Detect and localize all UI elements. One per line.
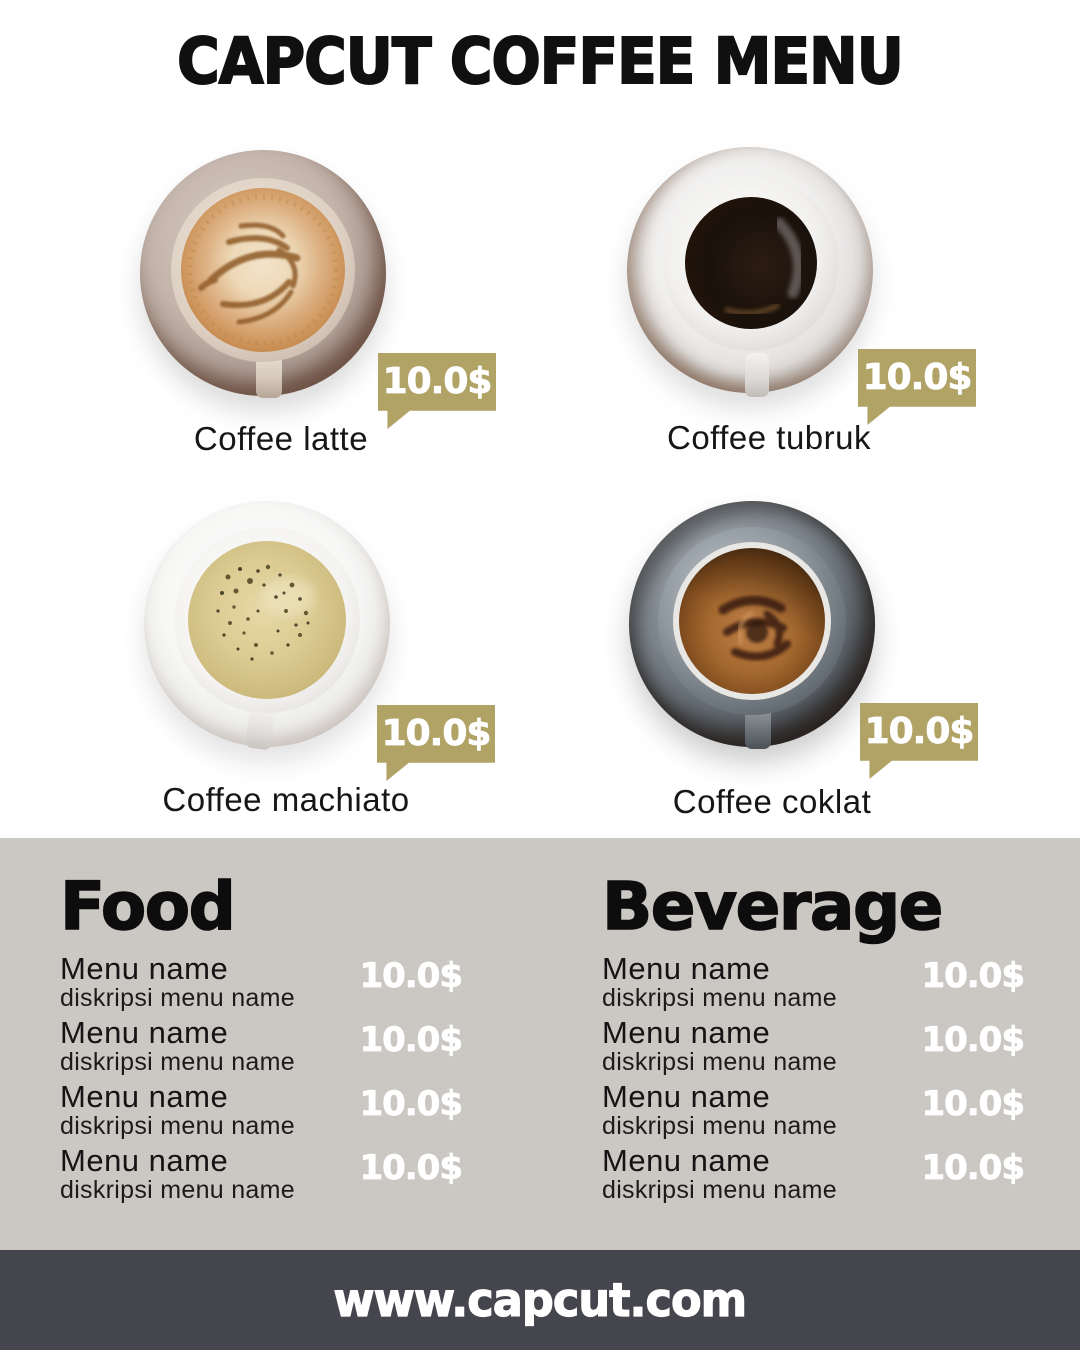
menu-item-name: Menu name — [602, 951, 771, 986]
menu-item-name: Menu name — [602, 1079, 771, 1114]
menu-item-name: Menu name — [60, 951, 229, 986]
menu-item-text: Menu name diskripsi menu name — [60, 952, 295, 1012]
menu-item-price: 10.0$ — [921, 1084, 1025, 1124]
menu-item-description: diskripsi menu name — [602, 1112, 837, 1140]
price-tag: 10.0$ — [377, 705, 495, 781]
product-photo-coffee-tubruk — [627, 147, 873, 397]
latte-art-fern — [187, 194, 339, 346]
price-tag-label: 10.0$ — [382, 361, 493, 403]
menu-item-text: Menu name diskripsi menu name — [602, 1144, 837, 1204]
menu-item-description: diskripsi menu name — [60, 1112, 295, 1140]
menu-item-row: Menu name diskripsi menu name 10.0$ — [602, 952, 1025, 1012]
price-tag-label: 10.0$ — [381, 713, 492, 755]
price-tag: 10.0$ — [378, 353, 496, 429]
product-name: Coffee latte — [193, 420, 369, 457]
menu-item-row: Menu name diskripsi menu name 10.0$ — [602, 1080, 1025, 1140]
price-tag: 10.0$ — [860, 703, 978, 779]
menu-item-text: Menu name diskripsi menu name — [602, 1016, 837, 1076]
beverage-column: Beverage Menu name diskripsi menu name 1… — [601, 868, 1025, 1208]
product-name: Coffee machiato — [162, 781, 410, 818]
menu-item-description: diskripsi menu name — [60, 1176, 295, 1204]
menu-item-price: 10.0$ — [359, 956, 463, 996]
menu-item-price: 10.0$ — [359, 1148, 463, 1188]
menu-item-row: Menu name diskripsi menu name 10.0$ — [602, 1016, 1025, 1076]
menu-item-name: Menu name — [602, 1143, 771, 1178]
foam-speckles — [216, 564, 315, 661]
menu-panel: Food Menu name diskripsi menu name 10.0$… — [0, 838, 1080, 1250]
menu-item-price: 10.0$ — [921, 956, 1025, 996]
menu-item-row: Menu name diskripsi menu name 10.0$ — [60, 1016, 463, 1076]
menu-item-row: Menu name diskripsi menu name 10.0$ — [60, 1144, 463, 1204]
menu-item-price: 10.0$ — [921, 1148, 1025, 1188]
menu-item-price: 10.0$ — [359, 1084, 463, 1124]
menu-item-name: Menu name — [602, 1015, 771, 1050]
coffee-surface — [181, 188, 345, 352]
poster-title: CAPCUT COFFEE MENU — [176, 25, 905, 98]
menu-item-text: Menu name diskripsi menu name — [60, 1016, 295, 1076]
menu-item-price: 10.0$ — [921, 1020, 1025, 1060]
menu-item-description: diskripsi menu name — [602, 984, 837, 1012]
cup-handle — [745, 353, 769, 397]
product-name: Coffee coklat — [672, 783, 872, 820]
price-tag-label: 10.0$ — [864, 711, 975, 753]
section-heading-food: Food — [59, 868, 236, 945]
menu-item-description: diskripsi menu name — [602, 1176, 837, 1204]
menu-item-name: Menu name — [60, 1015, 229, 1050]
menu-item-row: Menu name diskripsi menu name 10.0$ — [602, 1144, 1025, 1204]
menu-item-description: diskripsi menu name — [60, 984, 295, 1012]
price-tag-label: 10.0$ — [862, 357, 973, 399]
menu-item-text: Menu name diskripsi menu name — [602, 1080, 837, 1140]
product-name: Coffee tubruk — [666, 419, 872, 456]
menu-item-price: 10.0$ — [359, 1020, 463, 1060]
section-heading-beverage: Beverage — [601, 868, 944, 945]
footer-bar: www.capcut.com — [0, 1250, 1080, 1350]
menu-item-row: Menu name diskripsi menu name 10.0$ — [60, 1080, 463, 1140]
menu-item-description: diskripsi menu name — [60, 1048, 295, 1076]
coffee-reflection — [724, 217, 805, 316]
product-photo-coffee-machiato — [144, 501, 390, 751]
menu-item-description: diskripsi menu name — [602, 1048, 837, 1076]
menu-item-name: Menu name — [60, 1143, 229, 1178]
menu-item-name: Menu name — [60, 1079, 229, 1114]
product-photo-coffee-coklat — [629, 501, 875, 749]
menu-item-row: Menu name diskripsi menu name 10.0$ — [60, 952, 463, 1012]
menu-item-text: Menu name diskripsi menu name — [602, 952, 837, 1012]
menu-item-text: Menu name diskripsi menu name — [60, 1144, 295, 1204]
price-tag: 10.0$ — [858, 349, 976, 425]
menu-item-text: Menu name diskripsi menu name — [60, 1080, 295, 1140]
website-url: www.capcut.com — [333, 1272, 748, 1327]
product-photo-coffee-latte — [140, 150, 386, 398]
food-column: Food Menu name diskripsi menu name 10.0$… — [59, 868, 463, 1208]
chocolate-swirl-art — [718, 595, 791, 661]
